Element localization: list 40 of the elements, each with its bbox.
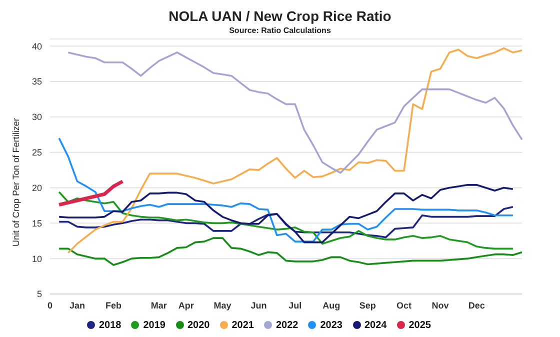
y-tick-label: 30: [32, 112, 42, 122]
x-tick-label: Jun: [250, 300, 267, 310]
chart-subtitle: Source: Ratio Calculations: [228, 26, 332, 35]
x-tick-label: Nov: [432, 300, 449, 310]
legend-label: 2018: [99, 320, 122, 331]
line-series: [58, 184, 514, 244]
legend-label: 2019: [143, 320, 166, 331]
x-tick-label: Aug: [322, 300, 340, 310]
y-tick-label: 25: [32, 148, 42, 158]
x-tick-label: Oct: [396, 300, 412, 310]
legend-label: 2025: [408, 320, 431, 331]
x-tick-label: Sep: [359, 300, 376, 310]
x-tick-label: Jul: [288, 300, 302, 310]
y-tick-label: 10: [32, 254, 42, 264]
line-series: [58, 137, 514, 242]
y-tick-label: 40: [32, 41, 42, 52]
x-tick-label: Dec: [468, 300, 485, 310]
line-series: [67, 47, 523, 254]
legend-label: 2020: [188, 320, 210, 331]
legend-label: 2023: [320, 320, 342, 331]
chart-title: NOLA UAN / New Crop Rice Ratio: [168, 7, 392, 24]
line-series: [58, 237, 523, 266]
y-tick-label: 5: [36, 289, 42, 300]
legend-label: 2021: [232, 320, 254, 331]
x-tick-label: May: [214, 300, 232, 310]
legend-label: 2024: [364, 320, 387, 331]
y-tick-label: 20: [32, 182, 42, 193]
y-tick-label: 15: [32, 218, 42, 228]
x-tick-label: Mar: [150, 300, 168, 310]
x-tick-label: 0: [47, 300, 53, 310]
x-tick-label: Apr: [178, 300, 194, 310]
line-series: [58, 191, 514, 250]
legend-label: 2022: [276, 320, 298, 331]
line-series: [57, 180, 124, 206]
y-tick-label: 35: [32, 76, 42, 87]
x-tick-label: Feb: [106, 300, 122, 310]
line-series: [58, 206, 514, 238]
x-tick-label: Jan: [69, 300, 85, 310]
line-series: [67, 52, 523, 174]
y-axis-title: Unit of Crop Per Ton of Fertilizer: [11, 118, 22, 246]
